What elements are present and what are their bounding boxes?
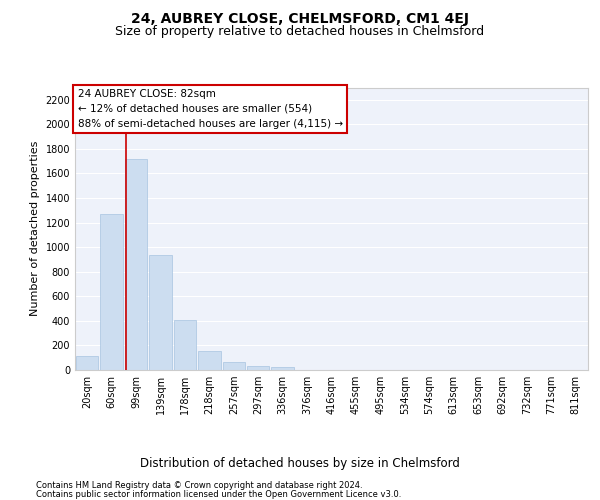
Bar <box>76 356 98 370</box>
Bar <box>271 367 294 370</box>
Y-axis label: Number of detached properties: Number of detached properties <box>30 141 40 316</box>
Bar <box>149 254 172 370</box>
Bar <box>223 362 245 370</box>
Bar <box>100 214 123 370</box>
Bar <box>125 158 148 370</box>
Text: Distribution of detached houses by size in Chelmsford: Distribution of detached houses by size … <box>140 458 460 470</box>
Bar <box>173 320 196 370</box>
Text: Size of property relative to detached houses in Chelmsford: Size of property relative to detached ho… <box>115 25 485 38</box>
Bar <box>247 366 269 370</box>
Text: 24, AUBREY CLOSE, CHELMSFORD, CM1 4EJ: 24, AUBREY CLOSE, CHELMSFORD, CM1 4EJ <box>131 12 469 26</box>
Text: Contains public sector information licensed under the Open Government Licence v3: Contains public sector information licen… <box>36 490 401 499</box>
Bar <box>198 351 221 370</box>
Text: Contains HM Land Registry data © Crown copyright and database right 2024.: Contains HM Land Registry data © Crown c… <box>36 481 362 490</box>
Text: 24 AUBREY CLOSE: 82sqm
← 12% of detached houses are smaller (554)
88% of semi-de: 24 AUBREY CLOSE: 82sqm ← 12% of detached… <box>77 89 343 128</box>
